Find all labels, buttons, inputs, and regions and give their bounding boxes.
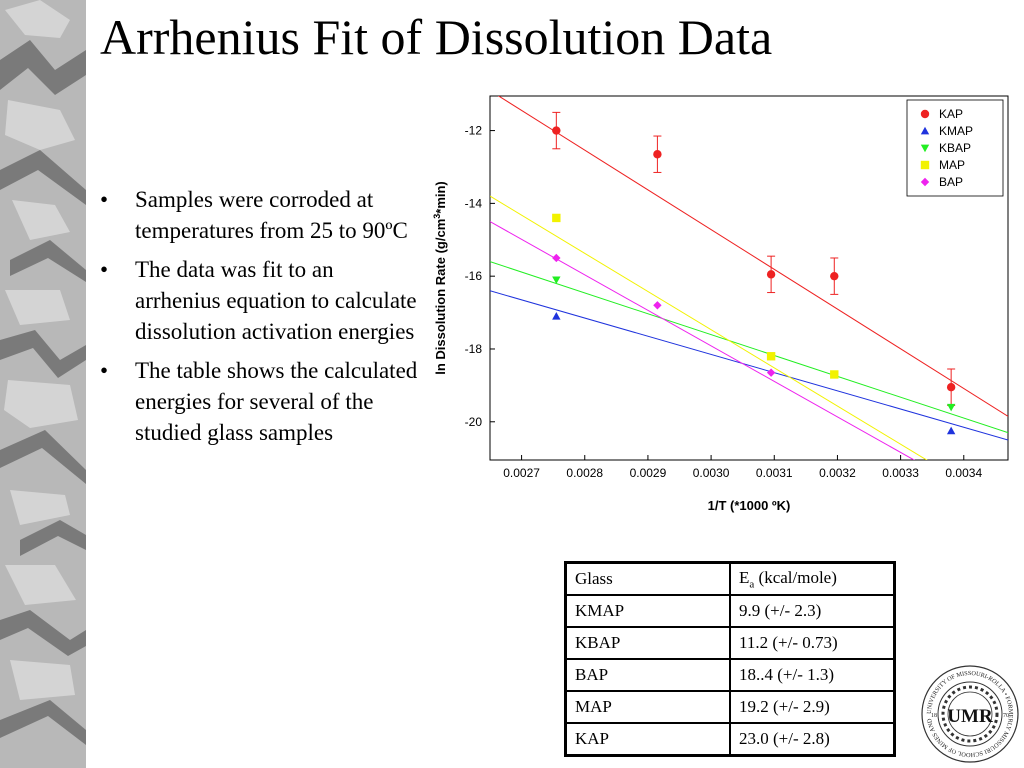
glass-cell: BAP — [564, 658, 731, 692]
data-point-kbap — [552, 276, 561, 285]
bullet-text: Samples were corroded at temperatures fr… — [135, 187, 408, 243]
data-point-kap — [766, 270, 776, 279]
legend-marker-kbap — [920, 144, 930, 153]
bullet-text: The data was fit to an arrhenius equatio… — [135, 257, 417, 344]
data-point-kmap — [552, 312, 561, 320]
data-point-kap — [830, 271, 839, 281]
bullet-list: • Samples were corroded at temperatures f… — [100, 184, 420, 456]
table-row: KMAP 9.9 (+/- 2.3) — [564, 594, 896, 628]
ea-cell: 23.0 (+/- 2.8) — [729, 722, 896, 757]
glass-cell: KAP — [564, 722, 731, 757]
table-header-row: Glass Ea (kcal/mole) — [564, 561, 896, 596]
table-row: BAP 18..4 (+/- 1.3) — [564, 658, 896, 692]
table-row: KAP 23.0 (+/- 2.8) — [564, 722, 896, 757]
data-point-kmap — [946, 426, 956, 435]
x-axis-label: 1/T (*1000 ºK) — [708, 498, 791, 513]
y-axis-label-main: ln Dissolution Rate (g/cm — [433, 219, 448, 375]
legend: KAP KMAP KBAP MAP BAP — [906, 99, 1004, 197]
bullet-marker: • — [100, 187, 109, 212]
fit-line-map — [490, 195, 928, 460]
legend-marker-bap — [920, 177, 930, 187]
y-axis-label-sup: 3 — [432, 214, 442, 219]
glass-cell: KBAP — [564, 626, 731, 660]
x-tick-label: 0.0034 — [945, 466, 982, 480]
decorative-texture-sidebar — [0, 0, 86, 768]
legend-label-kap: KAP — [939, 107, 963, 121]
slide-title: Arrhenius Fit of Dissolution Data — [100, 9, 773, 65]
y-tick-label: -20 — [465, 415, 483, 429]
table-row: MAP 19.2 (+/- 2.9) — [564, 690, 896, 724]
legend-label-map: MAP — [939, 158, 965, 172]
y-tick-label: -18 — [465, 342, 483, 356]
bullet-item: • The table shows the calculated energies… — [100, 355, 420, 448]
seal-year-left: 18 — [931, 713, 937, 719]
table-row: KBAP 11.2 (+/- 0.73) — [564, 626, 896, 660]
data-point-map — [552, 213, 561, 223]
x-tick-label: 0.0029 — [630, 466, 667, 480]
glass-cell: KMAP — [564, 594, 731, 628]
x-tick-label: 0.0027 — [503, 466, 540, 480]
data-point-kap — [653, 150, 662, 159]
x-tick-label: 0.0033 — [882, 466, 919, 480]
header-ea: Ea (kcal/mole) — [729, 561, 896, 596]
data-point-kap — [946, 383, 956, 392]
data-point-map — [830, 370, 839, 379]
arrhenius-scatter-chart: 0.0027 0.0028 0.0029 0.0030 0.0031 0.0032 0.00… — [432, 95, 1009, 513]
x-tick-label: 0.0031 — [756, 466, 793, 480]
fit-line-kap — [497, 96, 1008, 417]
fit-line-kmap — [490, 290, 1008, 441]
header-glass: Glass — [564, 561, 731, 596]
legend-marker-kap — [920, 109, 930, 119]
activation-energy-table: Glass Ea (kcal/mole) KMAP 9.9 (+/- 2.3) … — [564, 561, 896, 757]
x-tick-label: 0.0028 — [566, 466, 603, 480]
data-point-kbap — [946, 403, 956, 412]
ea-cell: 19.2 (+/- 2.9) — [729, 690, 896, 724]
x-tick-label: 0.0030 — [693, 466, 730, 480]
bullet-marker: • — [100, 358, 109, 383]
bullet-item: • Samples were corroded at temperatures f… — [100, 184, 420, 246]
fit-line-bap — [490, 221, 916, 460]
y-axis-label: ln Dissolution Rate (g/cm3*min) — [432, 181, 448, 375]
bullet-item: • The data was fit to an arrhenius equati… — [100, 254, 420, 347]
x-tick-label: 0.0032 — [819, 466, 856, 480]
y-tick-label: -16 — [465, 269, 483, 283]
seal-year-right: 70 — [1003, 713, 1009, 719]
header-ea-sub: a — [749, 578, 755, 591]
glass-cell: MAP — [564, 690, 731, 724]
university-seal-logo: UNIVERSITY OF MISSOURI-ROLLA • FORMERLY … — [920, 664, 1019, 763]
ea-cell: 9.9 (+/- 2.3) — [729, 594, 896, 628]
bullet-marker: • — [100, 257, 109, 282]
y-axis-label-rest: *min) — [433, 181, 448, 214]
data-point-bap — [766, 368, 776, 377]
y-tick-label: -12 — [465, 124, 483, 138]
data-point-bap — [653, 301, 662, 310]
ea-cell: 11.2 (+/- 0.73) — [729, 626, 896, 660]
data-point-map — [766, 352, 776, 361]
header-ea-main: E — [739, 567, 750, 587]
seal-monogram: UMR — [947, 706, 993, 727]
y-tick-label: -14 — [465, 196, 483, 210]
legend-marker-kmap — [920, 126, 930, 135]
bullet-text: The table shows the calculated energies … — [135, 358, 418, 445]
legend-label-kbap: KBAP — [939, 141, 971, 155]
legend-marker-map — [920, 160, 930, 170]
ea-cell: 18..4 (+/- 1.3) — [729, 658, 896, 692]
legend-label-bap: BAP — [939, 175, 963, 189]
legend-label-kmap: KMAP — [939, 124, 973, 138]
data-point-kap — [552, 126, 561, 135]
fit-line-kbap — [490, 261, 1008, 434]
header-ea-rest: (kcal/mole) — [754, 567, 837, 587]
